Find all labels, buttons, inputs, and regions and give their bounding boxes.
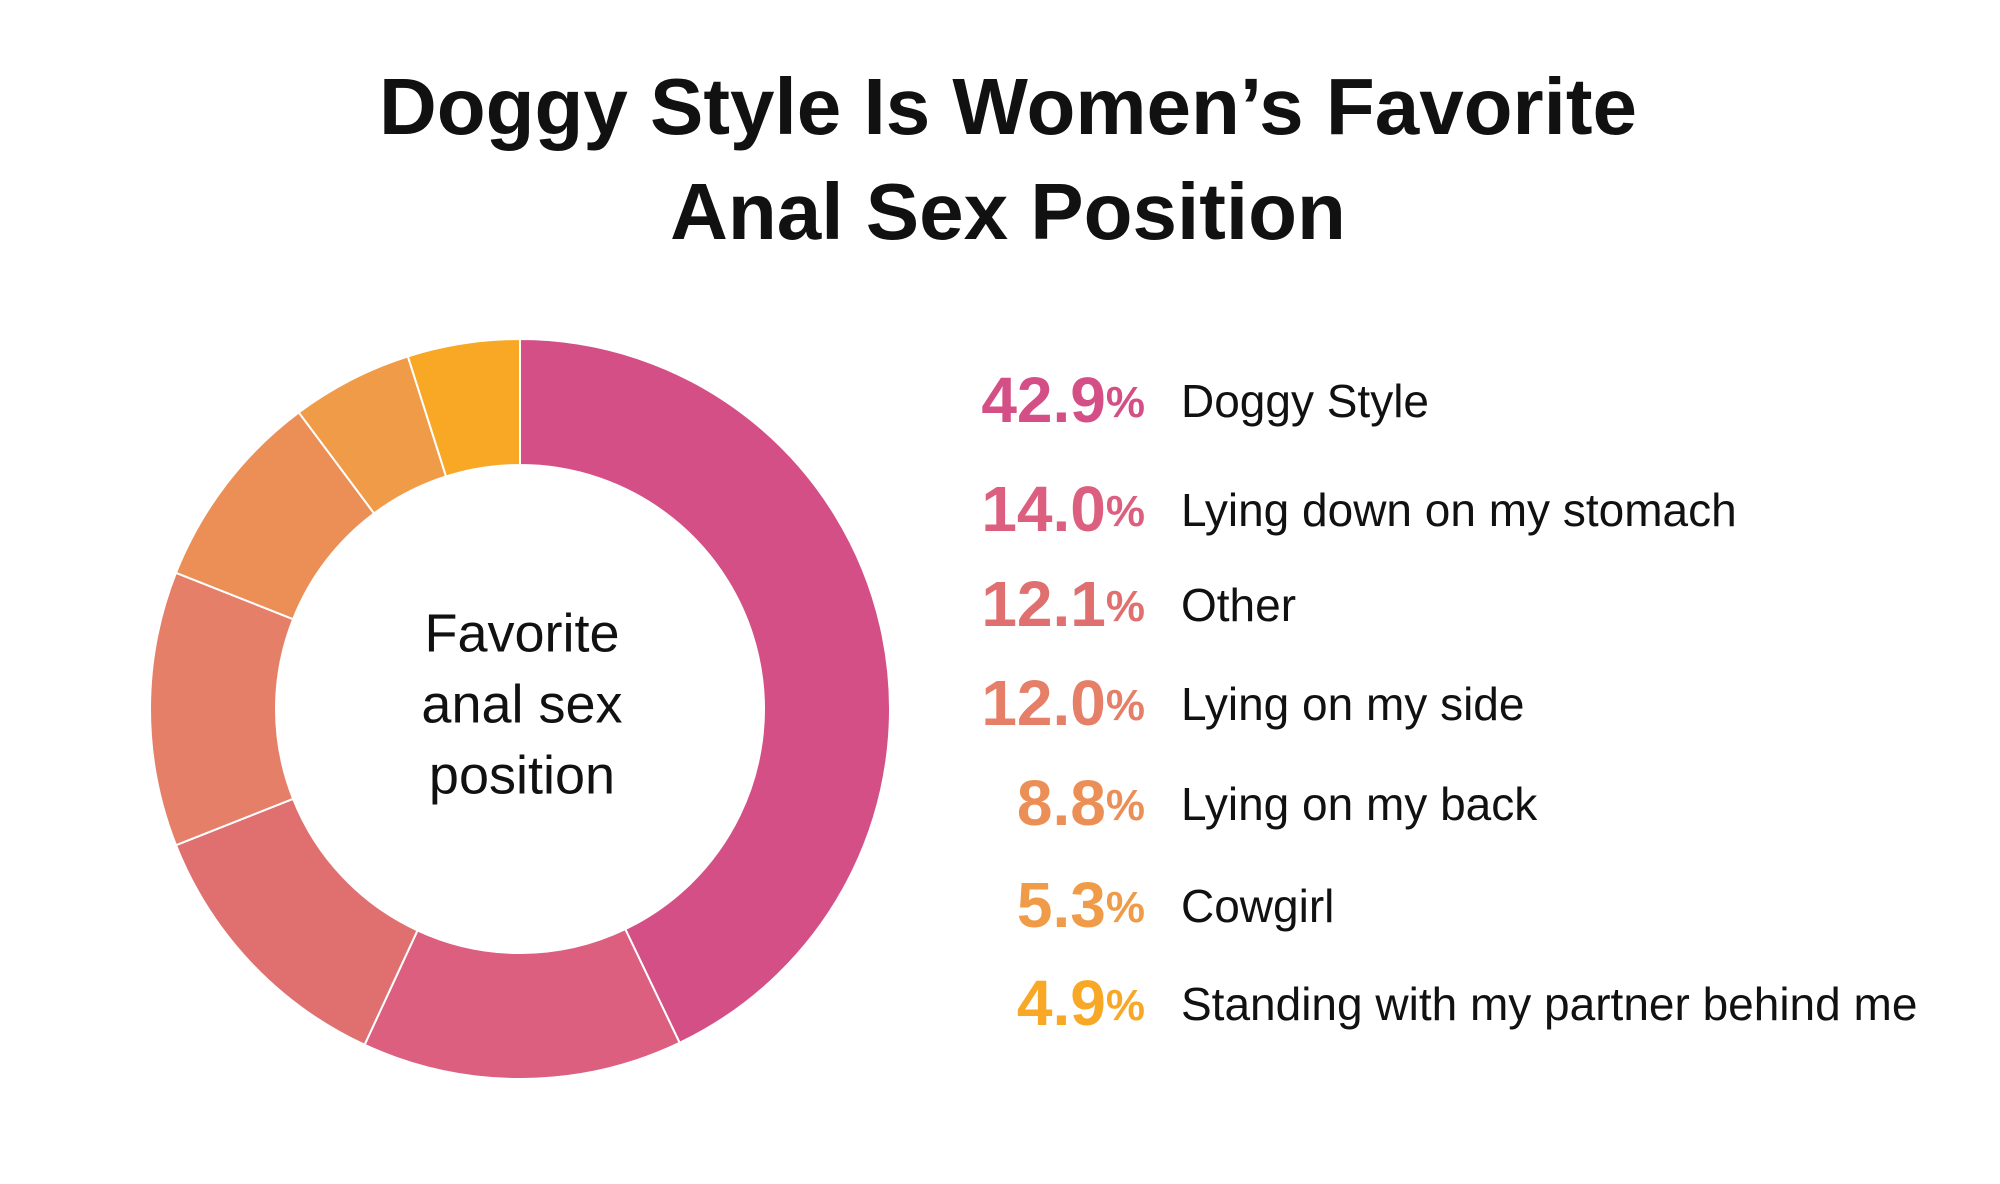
legend-label: Cowgirl (1181, 880, 1334, 932)
chart-title: Doggy Style Is Women’s Favorite (379, 62, 1637, 151)
legend-label: Lying down on my stomach (1181, 484, 1737, 536)
center-label: position (429, 745, 615, 805)
value-label: 14.0% (981, 473, 1145, 545)
legend-label: Doggy Style (1181, 375, 1429, 427)
value-label: 5.3% (1017, 869, 1145, 941)
legend-label: Other (1181, 579, 1296, 631)
legend-label: Lying on my back (1181, 778, 1538, 830)
legend-label: Lying on my side (1181, 678, 1524, 730)
donut-slice (519, 337, 891, 1045)
legend-label: Standing with my partner behind me (1181, 978, 1917, 1030)
value-label: 12.1% (981, 568, 1145, 640)
donut-slice (406, 337, 521, 478)
value-label: 4.9% (1017, 967, 1145, 1039)
value-label: 12.0% (981, 667, 1145, 739)
chart-title: Anal Sex Position (670, 167, 1346, 256)
center-label: anal sex (421, 674, 622, 734)
value-label: 42.9% (981, 364, 1145, 436)
donut-slice (149, 571, 295, 847)
center-label: Favorite (424, 603, 619, 663)
value-label: 8.8% (1017, 767, 1145, 839)
